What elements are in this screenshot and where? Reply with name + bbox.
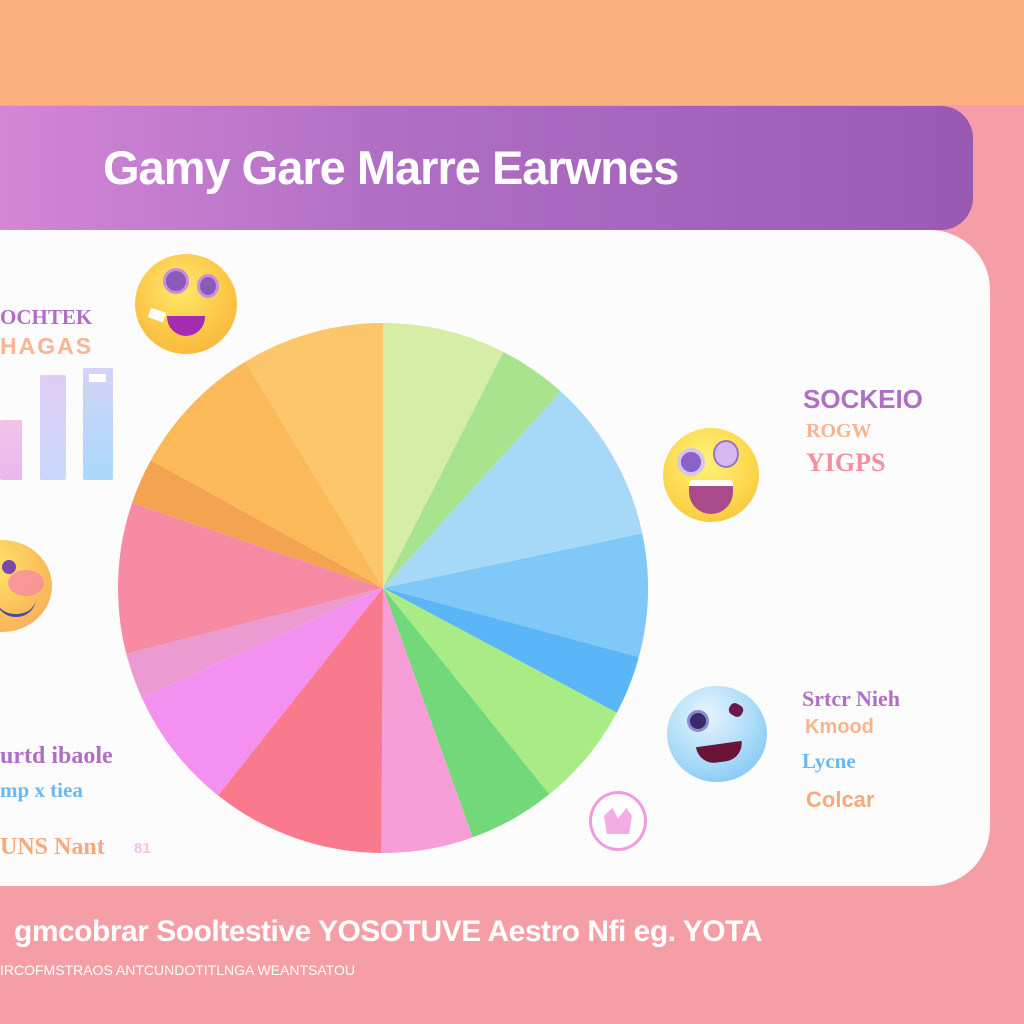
pie-slice bbox=[383, 351, 561, 588]
mini-bar-2 bbox=[40, 375, 66, 480]
pie-slice bbox=[150, 361, 383, 588]
mini-bar-3 bbox=[83, 368, 113, 480]
pie-slice bbox=[141, 588, 383, 796]
footer-subtitle: IRCOFMSTRAOS ANTCUNDOTITLNGA WEANTSATOU bbox=[0, 962, 355, 978]
left-label-bottom-2: mp x tiea bbox=[0, 778, 83, 802]
pie-slice bbox=[132, 460, 383, 588]
laughing-emoji-icon bbox=[663, 428, 759, 522]
happy-emoji-icon-top-left bbox=[135, 254, 237, 354]
pie-slice bbox=[383, 588, 639, 713]
pie-slice bbox=[383, 391, 643, 588]
right-group-2-line-2: Kmood bbox=[805, 716, 874, 738]
left-label-bottom-1: urtd ibaole bbox=[0, 743, 113, 769]
left-label-top-1: OCHTEK bbox=[0, 305, 93, 329]
mini-bar-chart bbox=[0, 368, 120, 480]
mini-bar-1 bbox=[0, 420, 22, 480]
right-group-1-line-2: ROGW bbox=[806, 420, 872, 442]
pie-slice bbox=[245, 323, 383, 588]
pie-slice bbox=[126, 588, 383, 698]
title-bar bbox=[0, 106, 973, 230]
footer-title: gmcobrar Sooltestive YOSOTUVE Aestro Nfi… bbox=[14, 915, 762, 948]
pie-slice bbox=[383, 533, 648, 658]
pie-slice bbox=[383, 323, 504, 588]
right-group-1-line-3: YIGPS bbox=[806, 448, 886, 477]
mini-bar-3-cap bbox=[89, 374, 106, 382]
top-band bbox=[0, 0, 1024, 105]
right-group-2-line-3: Lycne bbox=[802, 749, 856, 773]
left-label-bottom-3-suffix: 81 bbox=[134, 840, 151, 857]
page-title: Gamy Gare Marre Earwnes bbox=[103, 141, 679, 194]
right-group-1-line-1: SOCKEIO bbox=[803, 384, 923, 414]
right-group-2-line-4: Colcar bbox=[806, 787, 875, 812]
pie-slice bbox=[381, 588, 473, 853]
badge-icon bbox=[589, 791, 647, 851]
left-label-bottom-3: UNS Nant bbox=[0, 834, 105, 860]
right-group-2-line-1: Srtcr Nieh bbox=[802, 686, 900, 711]
pie-slice bbox=[118, 502, 383, 654]
pie-slice bbox=[383, 588, 617, 795]
pie-slice bbox=[383, 588, 550, 838]
left-label-top-2: HAGAS bbox=[0, 333, 94, 359]
pie-slice bbox=[217, 588, 383, 853]
pie-chart bbox=[118, 323, 648, 853]
winking-emoji-icon bbox=[667, 686, 767, 782]
